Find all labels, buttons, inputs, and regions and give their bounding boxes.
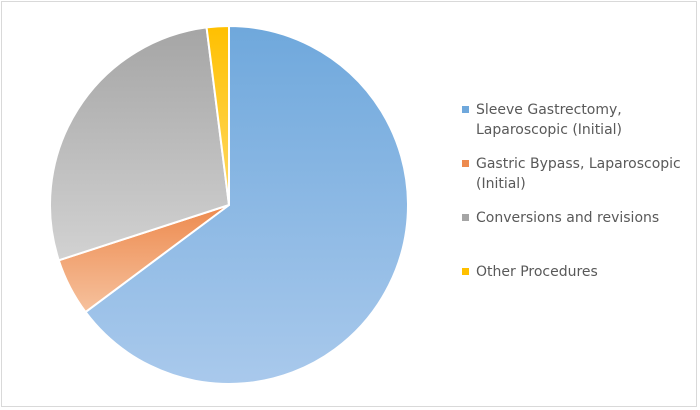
legend: Sleeve Gastrectomy, Laparoscopic (Initia…: [462, 100, 690, 282]
legend-swatch-conversions-revisions: [462, 214, 469, 221]
legend-swatch-gastric-bypass: [462, 160, 469, 167]
pie-slice-sleeve-gastrectomy: [84, 25, 409, 385]
legend-swatch-other-procedures: [462, 268, 469, 275]
legend-item-sleeve-gastrectomy: Sleeve Gastrectomy, Laparoscopic (Initia…: [462, 100, 690, 140]
legend-item-other-procedures: Other Procedures: [462, 262, 690, 282]
legend-label-line: Gastric Bypass, Laparoscopic: [476, 156, 681, 172]
legend-item-conversions-revisions: Conversions and revisions: [462, 208, 690, 228]
legend-item-gastric-bypass: Gastric Bypass, Laparoscopic (Initial): [462, 154, 690, 194]
legend-label-line: Sleeve Gastrectomy,: [476, 102, 622, 118]
legend-label-line: Other Procedures: [476, 264, 598, 280]
legend-label-line: Conversions and revisions: [476, 210, 660, 226]
pie-slices: [49, 25, 409, 385]
legend-label-line: Laparoscopic (Initial): [476, 122, 623, 138]
pie-slice-conversions-revisions: [49, 26, 230, 262]
pie-slice-other-procedures: [205, 25, 230, 206]
legend-label-line: (Initial): [476, 176, 526, 192]
legend-swatch-sleeve-gastrectomy: [462, 106, 469, 113]
